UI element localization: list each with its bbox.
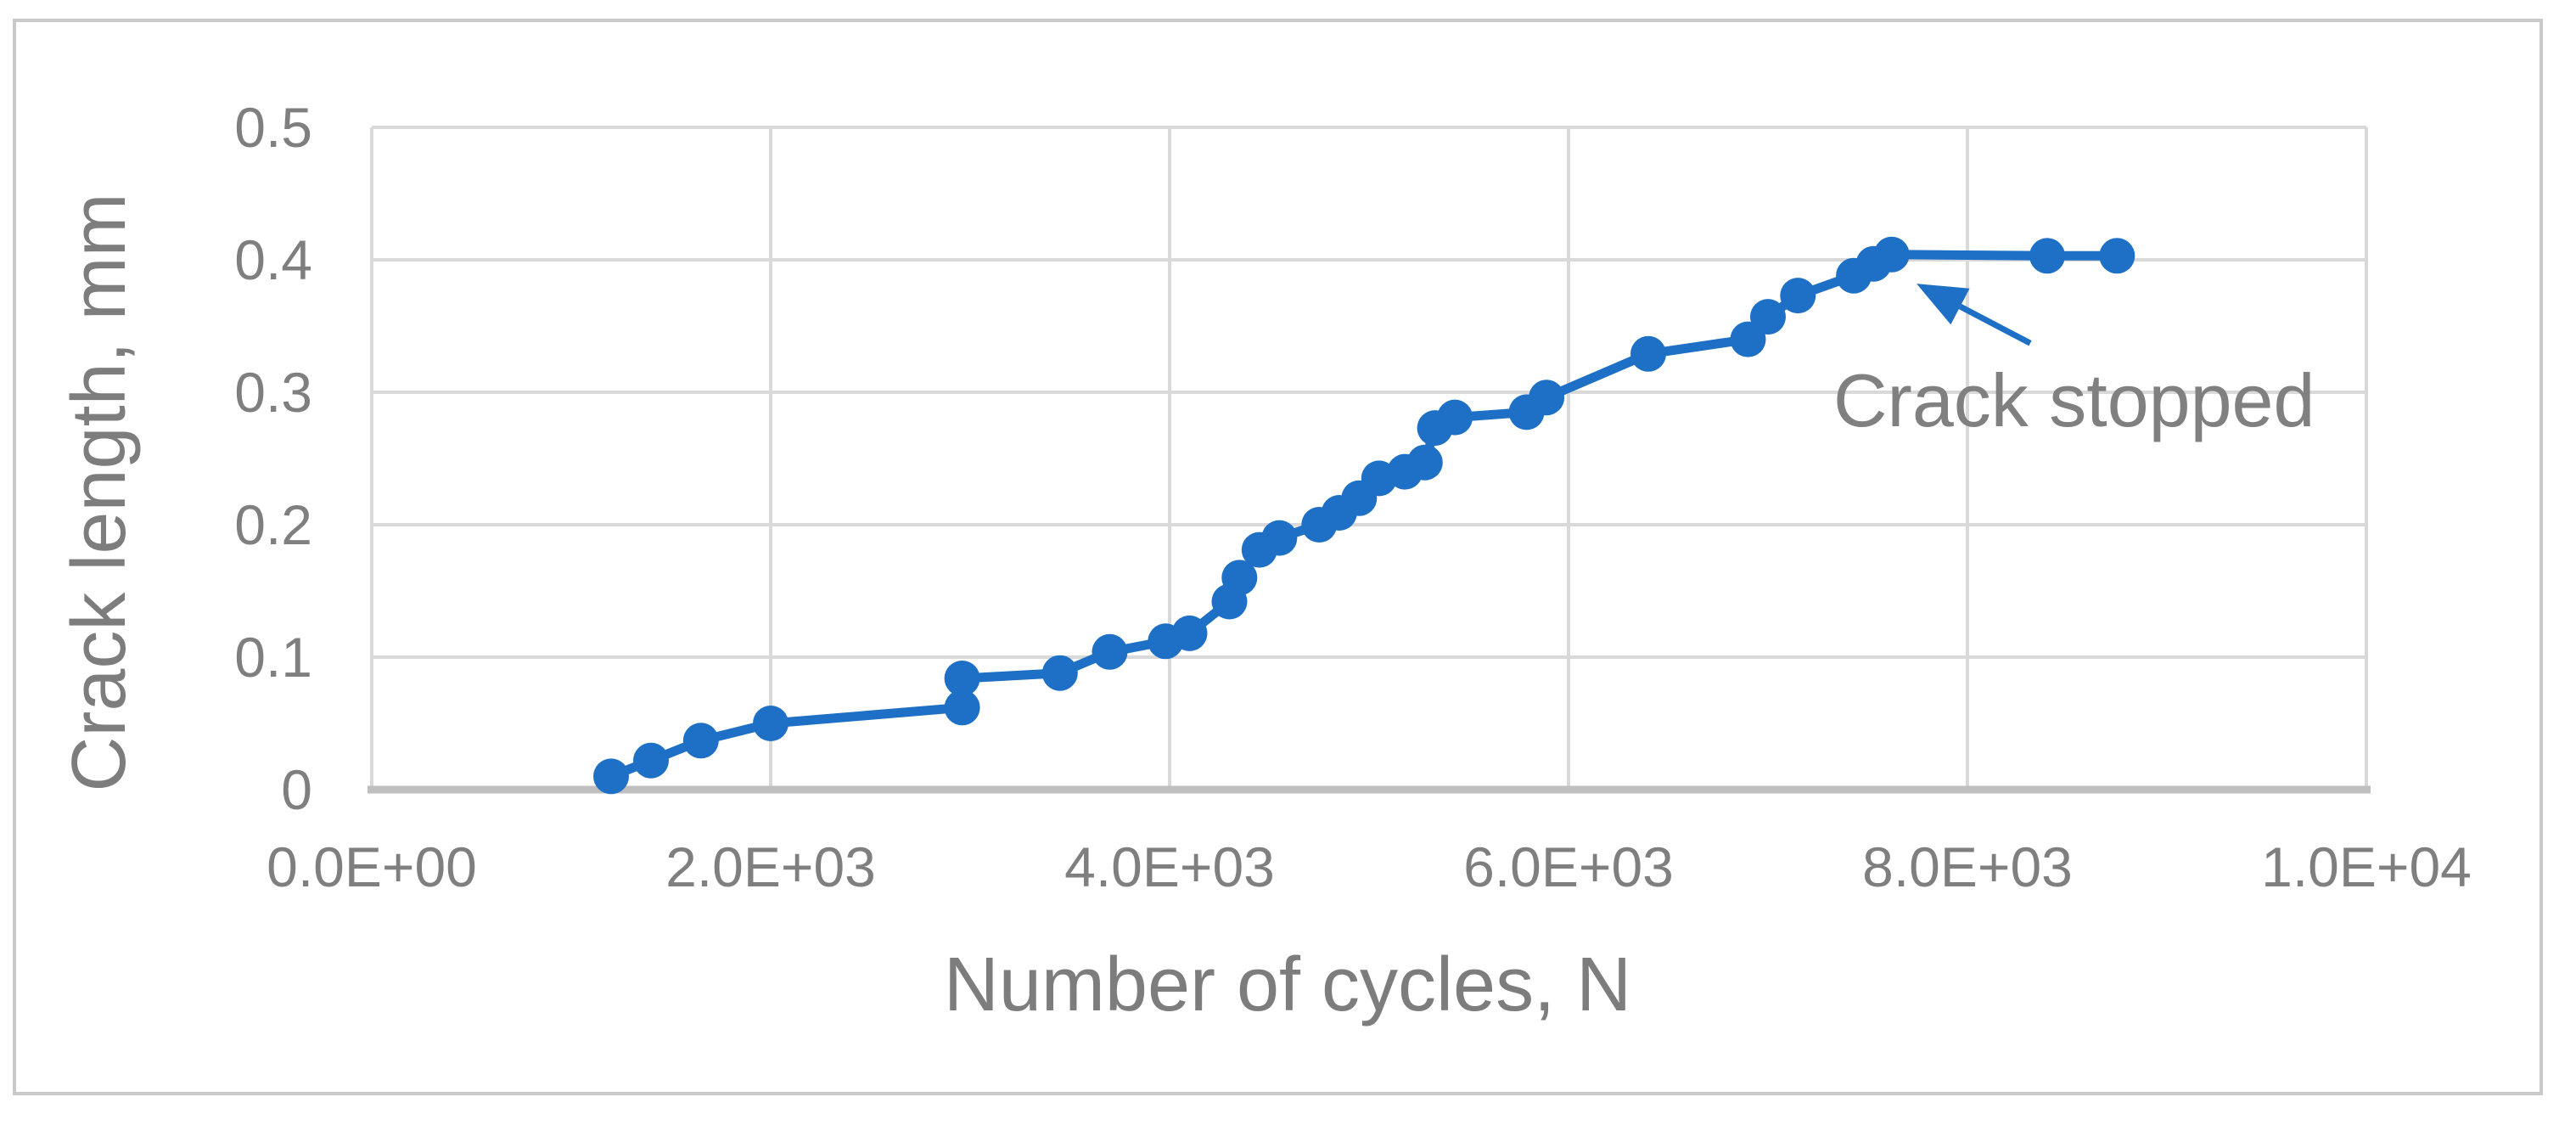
data-point-marker (1041, 655, 1078, 691)
data-point-marker (2099, 238, 2135, 274)
x-tick-label: 0.0E+00 (267, 835, 477, 898)
chart-frame (13, 19, 2543, 1095)
data-point-marker (944, 661, 980, 696)
x-tick-label: 6.0E+03 (1463, 835, 1674, 898)
data-point-marker (1171, 615, 1208, 651)
x-tick-label: 2.0E+03 (665, 835, 876, 898)
x-axis-title: Number of cycles, N (943, 942, 1632, 1027)
data-point-marker (682, 723, 719, 759)
data-point-marker (1437, 399, 1473, 436)
data-point-marker (1529, 380, 1565, 416)
data-point-marker (1221, 560, 1258, 596)
y-tick-label: 0 (281, 758, 312, 821)
data-point-marker (753, 706, 789, 741)
data-point-marker (1406, 444, 1443, 481)
data-point-marker (1630, 335, 1666, 372)
x-tick-label: 4.0E+03 (1064, 835, 1275, 898)
y-tick-label: 0.2 (234, 493, 312, 556)
data-point-marker (2029, 238, 2065, 274)
data-point-marker (944, 689, 980, 726)
x-tick-label: 1.0E+04 (2261, 835, 2472, 898)
annotation-crack-stopped: Crack stopped (1833, 358, 2315, 442)
annotation-arrowhead-icon (1917, 284, 1970, 325)
data-point-marker (633, 742, 669, 779)
y-tick-label: 0.5 (234, 96, 312, 159)
series-line (606, 250, 2122, 781)
x-tick-label: 8.0E+03 (1862, 835, 2073, 898)
data-point-marker (1873, 236, 1910, 273)
annotation-arrow-line (1958, 303, 2032, 346)
y-tick-label: 0.3 (234, 361, 312, 424)
y-axis-title: Crack length, mm (57, 193, 142, 792)
y-tick-label: 0.1 (234, 626, 312, 689)
y-tick-label: 0.4 (234, 228, 312, 291)
data-point-marker (593, 758, 629, 795)
data-point-marker (1261, 520, 1298, 556)
data-point-marker (1750, 299, 1786, 335)
data-point-marker (1780, 278, 1816, 314)
data-point-marker (1092, 633, 1128, 670)
